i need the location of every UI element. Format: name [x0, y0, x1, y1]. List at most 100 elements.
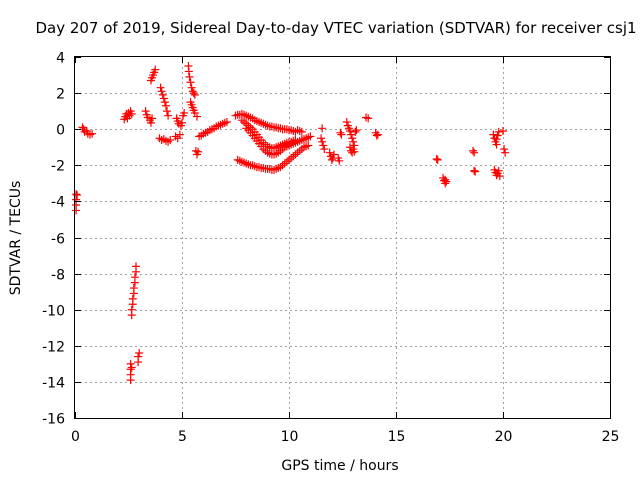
y-tick-label: -16	[42, 412, 65, 428]
data-point	[164, 111, 173, 120]
data-point	[469, 146, 478, 155]
data-point	[130, 273, 139, 282]
y-tick-label: 4	[56, 51, 65, 67]
data-point	[325, 148, 334, 157]
data-point	[348, 134, 357, 143]
x-tick-label: 20	[495, 429, 513, 445]
y-tick-label: -4	[51, 195, 65, 211]
y-tick-label: -14	[42, 376, 65, 392]
data-point	[352, 126, 361, 135]
data-point	[160, 98, 169, 107]
data-point	[297, 127, 306, 136]
data-point	[134, 358, 143, 367]
data-point	[493, 131, 502, 140]
data-point	[304, 141, 313, 150]
y-axis-label: SDTVAR / TECUs	[8, 181, 24, 296]
data-point	[329, 150, 338, 159]
y-tick-label: -8	[51, 268, 65, 284]
data-point	[499, 127, 507, 136]
data-point	[129, 284, 138, 293]
data-point	[189, 89, 198, 98]
data-point	[190, 90, 199, 99]
data-point	[342, 117, 351, 126]
data-point	[222, 117, 231, 126]
data-point	[171, 132, 180, 141]
data-point	[146, 118, 155, 127]
data-point	[151, 65, 160, 74]
data-point	[159, 94, 168, 103]
data-point	[351, 127, 360, 136]
data-point	[494, 127, 503, 136]
data-point	[127, 305, 136, 314]
data-point	[248, 161, 257, 170]
data-point	[166, 136, 175, 145]
data-point	[492, 140, 501, 149]
x-tick-label: 10	[281, 429, 299, 445]
data-point	[373, 130, 382, 139]
data-point	[188, 87, 197, 96]
data-point	[495, 172, 504, 181]
data-point	[187, 83, 196, 92]
x-tick-label: 25	[602, 429, 620, 445]
data-point	[186, 78, 195, 87]
data-point	[135, 349, 144, 358]
data-point	[293, 148, 302, 157]
data-point	[237, 116, 246, 125]
data-point	[156, 83, 165, 92]
data-point	[345, 143, 354, 152]
data-point	[318, 137, 327, 146]
data-point	[293, 126, 302, 135]
data-point	[126, 376, 135, 385]
x-tick-label: 15	[388, 429, 406, 445]
data-point	[163, 107, 172, 116]
data-point	[240, 117, 249, 126]
data-point	[72, 206, 81, 215]
data-point	[276, 124, 285, 133]
data-point	[348, 148, 357, 157]
y-tick-label: -10	[42, 304, 65, 320]
data-point	[148, 114, 157, 123]
x-axis-label: GPS time / hours	[281, 458, 398, 474]
data-point	[287, 154, 296, 163]
data-point	[337, 130, 346, 139]
data-point	[267, 122, 276, 131]
y-tick-label: 2	[56, 87, 65, 103]
data-point	[274, 148, 283, 157]
data-point	[471, 167, 480, 176]
x-tick-label: 0	[71, 429, 80, 445]
data-point	[255, 163, 264, 172]
plot-frame	[74, 56, 611, 419]
data-point	[141, 107, 150, 116]
data-point	[192, 112, 201, 121]
data-point	[432, 154, 441, 163]
data-point	[280, 159, 289, 168]
data-point	[131, 262, 140, 271]
data-point	[336, 128, 345, 137]
data-point	[178, 118, 186, 127]
data-point	[128, 294, 137, 303]
data-point	[299, 143, 308, 152]
data-point	[185, 72, 194, 81]
data-point	[442, 177, 451, 186]
data-point	[319, 141, 328, 150]
chart-title: Day 207 of 2019, Sidereal Day-to-day VTE…	[35, 19, 636, 37]
data-point	[494, 166, 503, 175]
data-point	[433, 155, 442, 164]
y-tick-label: -6	[51, 232, 65, 248]
data-point	[470, 148, 479, 157]
y-tick-label: -2	[51, 159, 65, 175]
data-point	[127, 363, 136, 372]
data-point	[347, 130, 356, 139]
data-point	[161, 101, 170, 110]
data-point	[470, 166, 479, 175]
data-point	[295, 146, 304, 155]
data-point	[158, 90, 167, 99]
data-point	[349, 137, 358, 146]
data-point	[345, 127, 354, 136]
data-point	[372, 131, 381, 140]
data-point	[350, 147, 359, 156]
data-point	[263, 148, 272, 157]
x-tick-label: 5	[178, 429, 187, 445]
data-point	[441, 175, 450, 184]
